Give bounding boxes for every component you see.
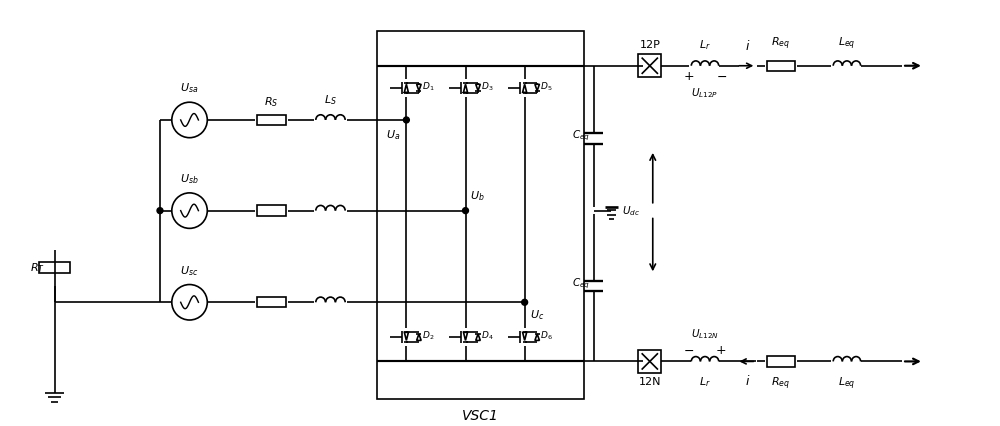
Text: 12N: 12N [639, 377, 661, 387]
Text: $i$: $i$ [745, 374, 750, 388]
Text: D$_1$: D$_1$ [422, 81, 434, 93]
Text: $U_{L12P}$: $U_{L12P}$ [691, 86, 719, 100]
Text: $C_{eq}$: $C_{eq}$ [572, 277, 590, 291]
Text: $-$: $-$ [716, 70, 727, 83]
Text: $-$: $-$ [683, 344, 694, 357]
Text: D$_2$: D$_2$ [422, 329, 434, 342]
Text: D$_6$: D$_6$ [540, 329, 553, 342]
Bar [257, 297, 286, 308]
Bar [767, 60, 795, 71]
Text: +: + [683, 70, 694, 83]
Text: $U_{dc}$: $U_{dc}$ [622, 204, 640, 218]
Text: $R_{eq}$: $R_{eq}$ [771, 35, 790, 52]
Circle shape [403, 117, 409, 123]
Text: $U_b$: $U_b$ [470, 189, 485, 203]
Text: 12P: 12P [639, 40, 660, 50]
Circle shape [463, 207, 468, 213]
Text: $U_{sc}$: $U_{sc}$ [180, 264, 199, 278]
Bar [39, 262, 70, 273]
Text: $L_{eq}$: $L_{eq}$ [838, 35, 856, 52]
Text: $L_S$: $L_S$ [324, 93, 337, 106]
Circle shape [157, 207, 163, 213]
Text: $L_r$: $L_r$ [699, 375, 711, 389]
Text: $C_{eq}$: $C_{eq}$ [572, 129, 590, 144]
Bar [767, 356, 795, 367]
Text: $R_T$: $R_T$ [30, 261, 45, 275]
Text: +: + [716, 344, 727, 357]
Text: $L_{eq}$: $L_{eq}$ [838, 375, 856, 391]
Bar [638, 350, 661, 373]
Text: D$_5$: D$_5$ [540, 81, 553, 93]
Text: D$_4$: D$_4$ [481, 329, 494, 342]
Text: $U_{L12N}$: $U_{L12N}$ [691, 327, 719, 341]
Text: D$_3$: D$_3$ [481, 81, 494, 93]
Text: $R_{eq}$: $R_{eq}$ [771, 375, 790, 391]
Text: $U_a$: $U_a$ [386, 128, 400, 141]
Text: VSC1: VSC1 [462, 409, 499, 423]
Text: $R_S$: $R_S$ [264, 95, 279, 109]
Text: $i$: $i$ [745, 39, 750, 53]
Bar [377, 31, 584, 399]
Text: $U_{sb}$: $U_{sb}$ [180, 172, 199, 186]
Bar [638, 55, 661, 77]
Circle shape [522, 299, 528, 305]
Bar [257, 205, 286, 216]
Text: $U_c$: $U_c$ [530, 308, 544, 322]
Bar [257, 115, 286, 125]
Text: $L_r$: $L_r$ [699, 38, 711, 52]
Text: $U_{sa}$: $U_{sa}$ [180, 81, 199, 95]
